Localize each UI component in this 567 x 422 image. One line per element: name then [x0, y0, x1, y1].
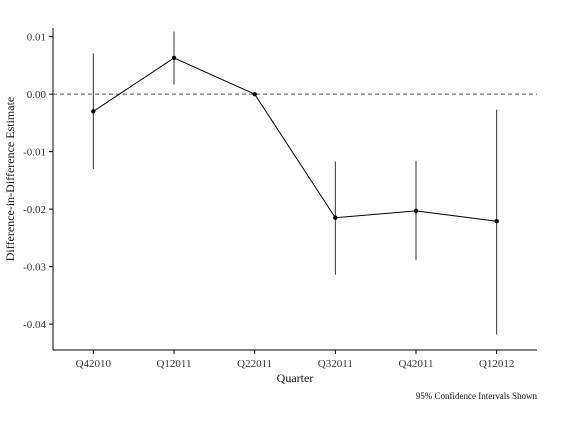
series-line-layer: [93, 57, 497, 222]
x-axis-title: Quarter: [277, 371, 314, 385]
estimate-point: [171, 55, 177, 61]
y-tick-label: -0.02: [23, 204, 46, 216]
x-tick-label: Q42010: [76, 358, 112, 370]
x-tick-layer: Q42010 Q12011 Q22011 Q32011 Q42011 Q12012: [76, 350, 514, 370]
y-axis-title: Difference-in-Difference Estimate: [3, 97, 17, 261]
errorbar-layer: [92, 31, 498, 335]
y-tick-label: -0.01: [23, 147, 46, 159]
estimate-line: [93, 57, 497, 222]
x-tick-label: Q12012: [479, 358, 514, 370]
estimate-point: [91, 109, 96, 114]
y-tick-label: 0.01: [27, 32, 46, 44]
x-tick-label: Q42011: [398, 358, 433, 370]
y-tick-label: -0.04: [23, 319, 46, 331]
x-tick-label: Q22011: [237, 358, 272, 370]
estimate-point: [333, 215, 338, 220]
estimate-point: [494, 219, 499, 224]
estimate-point: [413, 208, 419, 214]
estimate-point: [252, 91, 257, 97]
confidence-interval-caption: 95% Confidence Intervals Shown: [416, 391, 538, 401]
y-tick-layer: 0.01 0.00 -0.01 -0.02 -0.03 -0.04: [23, 32, 53, 331]
x-tick-label: Q32011: [318, 358, 353, 370]
x-tick-label: Q12011: [156, 358, 191, 370]
point-layer: [91, 55, 499, 224]
axes-layer: [52, 28, 537, 351]
y-tick-label: 0.00: [27, 89, 47, 101]
y-tick-label: -0.03: [23, 262, 46, 274]
